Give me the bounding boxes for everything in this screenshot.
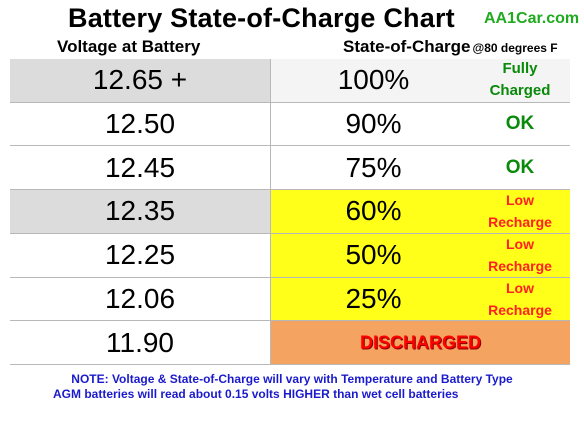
voltage-cell: 12.06 <box>10 277 271 322</box>
status-label: Fully Charged <box>489 60 551 100</box>
column-header-voltage: Voltage at Battery <box>57 37 201 56</box>
status-label: Low Recharge <box>488 279 552 318</box>
status-label: OK <box>505 113 535 135</box>
voltage-cell: 12.35 <box>10 190 271 234</box>
column-header-charge-label: State-of-Charge <box>343 37 471 56</box>
status-label: OK <box>505 156 535 178</box>
column-header-temperature: @80 degrees F <box>472 41 558 55</box>
charge-percent: 100% <box>337 64 410 96</box>
brand-logo-text: AA1Car.com <box>484 10 580 27</box>
charge-cell: DISCHARGED <box>271 321 570 365</box>
charge-cell: 75% OK <box>271 146 570 191</box>
state-of-charge-table: 12.65 +100% Fully Charged 12.50 90% OK 12.45 75… <box>10 59 570 365</box>
charge-percent: 90% <box>345 108 402 140</box>
charge-cell: 100% Fully Charged <box>271 59 570 103</box>
charge-percent: 75% <box>345 151 402 183</box>
voltage-cell: 12.25 <box>10 233 271 278</box>
status-label: Low Recharge <box>488 236 552 275</box>
status-label: DISCHARGED <box>359 332 481 353</box>
charge-percent: 50% <box>345 239 402 271</box>
charge-cell: 90% OK <box>271 102 570 147</box>
status-label: Low Recharge <box>488 192 552 231</box>
note-agm: AGM batteries will read about 0.15 volts… <box>53 387 459 401</box>
voltage-cell: 12.50 <box>10 102 271 147</box>
charge-cell: 50% Low Recharge <box>271 233 570 278</box>
voltage-cell: 12.65 + <box>10 59 271 103</box>
charge-percent: 25% <box>345 282 402 314</box>
charge-cell: 25% Low Recharge <box>271 277 570 322</box>
chart-title: Battery State-of-Charge Chart <box>68 3 455 33</box>
charge-percent: 60% <box>345 195 402 227</box>
note-temperature: NOTE: Voltage & State-of-Charge will var… <box>71 372 513 386</box>
voltage-cell: 12.45 <box>10 146 271 191</box>
voltage-cell: 11.90 <box>10 321 271 365</box>
column-header-charge: State-of-Charge @80 degrees F <box>343 37 558 57</box>
charge-cell: 60% Low Recharge <box>271 190 570 234</box>
